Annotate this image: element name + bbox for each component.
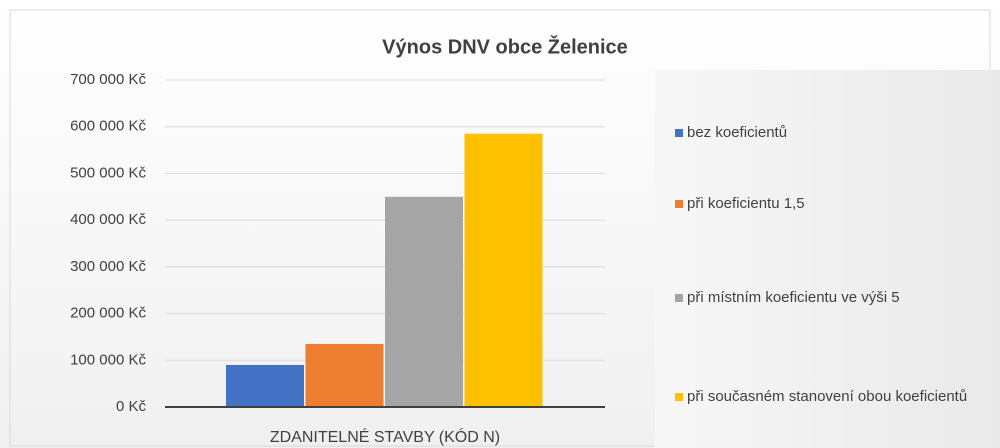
chart-title: Výnos DNV obce Želenice <box>382 34 628 58</box>
y-tick-label: 0 Kč <box>116 398 147 415</box>
legend-label: při koeficientu 1,5 <box>687 195 805 212</box>
legend-item: při současném stanovení obou koeficientů <box>675 386 987 408</box>
legend-swatch <box>675 129 683 137</box>
bar <box>305 343 384 407</box>
y-tick-label: 300 000 Kč <box>70 258 146 275</box>
y-tick-label: 600 000 Kč <box>70 118 146 135</box>
bar <box>226 364 304 407</box>
legend-label: bez koeficientů <box>687 124 788 141</box>
y-tick-label: 500 000 Kč <box>70 164 146 181</box>
bar <box>464 133 543 407</box>
x-tick-label: ZDANITELNÉ STAVBY (KÓD N) <box>270 427 500 446</box>
y-tick-label: 200 000 Kč <box>70 305 146 322</box>
legend-item: při koeficientu 1,5 <box>675 193 987 215</box>
legend-swatch <box>675 200 683 208</box>
legend-swatch <box>675 294 683 302</box>
legend-swatch <box>675 393 683 401</box>
legend-item: bez koeficientů <box>675 122 987 144</box>
bar <box>385 196 463 407</box>
y-tick-label: 700 000 Kč <box>70 71 146 88</box>
y-tick-label: 400 000 Kč <box>70 211 146 228</box>
legend-label: při místním koeficientu ve výši 5 <box>687 289 900 306</box>
legend-label: při současném stanovení obou koeficientů <box>687 388 968 405</box>
legend-item: při místním koeficientu ve výši 5 <box>675 287 987 309</box>
y-tick-label: 100 000 Kč <box>70 351 146 368</box>
legend: bez koeficientů při koeficientu 1,5 při mí… <box>655 70 1000 448</box>
